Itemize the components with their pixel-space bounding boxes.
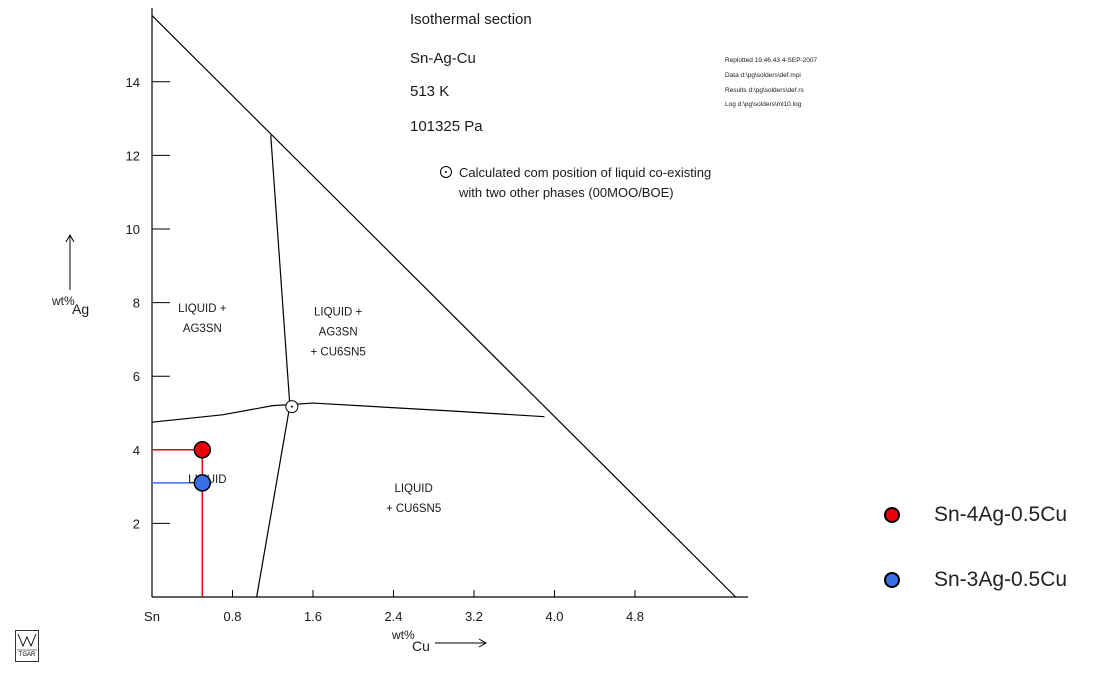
phase-boundary-horizontal	[151, 402, 545, 423]
title-line-3: 513 K	[410, 83, 449, 100]
region-label: + CU6SN5	[386, 503, 441, 515]
region-label: LIQUID +	[314, 306, 363, 318]
legend-blue-dot	[884, 572, 900, 588]
annotation-line-1: Calculated com position of liquid co-exi…	[459, 165, 711, 180]
region-label: AG3SN	[319, 326, 358, 338]
annotation-line-2: with two other phases (00MOO/BOE)	[458, 185, 674, 200]
y-tick-label: 2	[133, 516, 140, 531]
y-tick-label: 4	[133, 443, 140, 458]
legend-red-dot	[884, 507, 900, 523]
legend-item-sn3ag: Sn-3Ag-0.5Cu	[884, 568, 1067, 592]
alloy-points	[193, 441, 212, 492]
triangle-edge	[151, 15, 737, 598]
x-tick-label: Sn	[144, 609, 160, 624]
x-tick-label: 0.8	[223, 609, 241, 624]
x-tick-label: 2.4	[384, 609, 402, 624]
invariant-dot	[290, 405, 293, 408]
y-ticks: 2 4 6 8 10 12 14	[126, 75, 170, 531]
x-axis-arrowhead	[478, 638, 488, 648]
x-axis-label: wt%	[391, 628, 415, 642]
title-line-1: Isothermal section	[410, 11, 532, 28]
region-label: LIQUID	[394, 483, 432, 495]
y-tick-label: 8	[133, 296, 140, 311]
tgar-logo: TGAR	[15, 630, 39, 667]
y-tick-label: 12	[126, 148, 140, 163]
legend-item-sn4ag: Sn-4Ag-0.5Cu	[884, 503, 1067, 527]
x-ticks: Sn 0.8 1.6 2.4 3.2 4.0 4.8	[144, 590, 644, 624]
info-line-1: Replotted 19.46.43 4-SEP-2007	[725, 57, 818, 64]
y-axis-label-subscript: Ag	[72, 301, 89, 317]
y-tick-label: 14	[126, 75, 140, 90]
invariant-point-marker	[285, 400, 299, 414]
x-tick-label: 1.6	[304, 609, 322, 624]
legend-label: Sn-3Ag-0.5Cu	[934, 568, 1068, 591]
x-tick-label: 4.8	[626, 609, 644, 624]
alloy-point	[193, 474, 212, 492]
alloy-point	[193, 441, 212, 459]
title-line-2: Sn-Ag-Cu	[410, 50, 476, 67]
phase-boundaries	[151, 135, 545, 598]
y-tick-label: 6	[133, 369, 140, 384]
region-label: LIQUID +	[178, 303, 227, 315]
title-line-4: 101325 Pa	[410, 118, 483, 135]
logo-text: TGAR	[19, 652, 36, 658]
y-tick-label: 10	[126, 222, 140, 237]
x-axis-label-subscript: Cu	[412, 638, 430, 654]
region-label: AG3SN	[183, 323, 222, 335]
y-axis-arrowhead	[65, 233, 75, 243]
phase-boundary-left-vertical	[256, 135, 291, 598]
info-line-4: Log d:\pg\solders\ml10.log	[725, 101, 802, 108]
legend-label: Sn-4Ag-0.5Cu	[934, 503, 1068, 526]
annotation-marker-dot	[445, 171, 447, 173]
info-line-2: Data d:\pg\solders\def.mpi	[725, 72, 801, 79]
info-line-3: Results d:\pg\solders\def.rs	[725, 87, 805, 94]
region-label: + CU6SN5	[311, 346, 366, 358]
region-labels: LIQUID + AG3SN LIQUID + AG3SN + CU6SN5 LIQUID…	[178, 303, 441, 515]
y-axis-label: wt%	[51, 294, 75, 308]
x-tick-label: 4.0	[545, 609, 563, 624]
x-tick-label: 3.2	[465, 609, 483, 624]
annotation-marker-icon	[440, 166, 452, 178]
